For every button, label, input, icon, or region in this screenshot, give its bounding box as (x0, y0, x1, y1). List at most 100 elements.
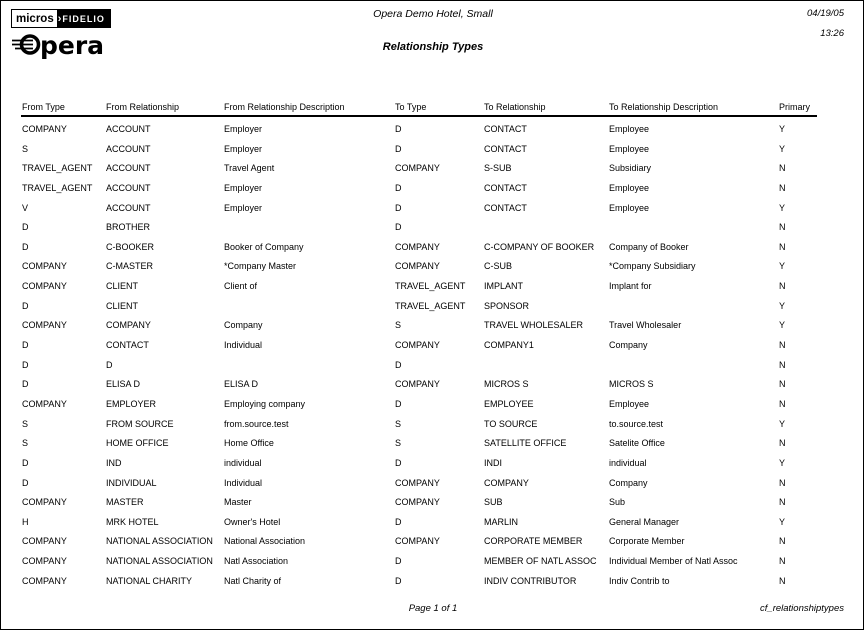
report-time: 13:26 (820, 28, 844, 39)
cell-from-relationship-description: Travel Agent (224, 163, 275, 174)
cell-to-relationship: MARLIN (484, 516, 519, 527)
cell-to-relationship-description: Sub (609, 497, 626, 508)
cell-to-relationship: TO SOURCE (484, 418, 538, 429)
table-header-row: From Type From Relationship From Relatio… (1, 97, 863, 117)
table-row: S ACCOUNT Employer D CONTACT Employee Y (1, 140, 863, 160)
table-row: D IND individual D INDI individual Y (1, 454, 863, 474)
cell-to-relationship-description: individual (609, 457, 647, 468)
cell-from-relationship: FROM SOURCE (106, 418, 174, 429)
cell-from-relationship: ACCOUNT (106, 143, 151, 154)
cell-to-relationship: CORPORATE MEMBER (484, 536, 583, 547)
cell-to-type: COMPANY (395, 261, 440, 272)
table-row: S HOME OFFICE Home Office S SATELLITE OF… (1, 434, 863, 454)
cell-to-relationship: IMPLANT (484, 281, 524, 292)
cell-from-relationship: CONTACT (106, 340, 149, 351)
cell-to-type: D (395, 398, 402, 409)
table-body: COMPANY ACCOUNT Employer D CONTACT Emplo… (1, 120, 863, 591)
cell-to-relationship-description: MICROS S (609, 379, 654, 390)
cell-primary: Y (779, 261, 786, 272)
cell-from-relationship: ELISA D (106, 379, 141, 390)
table-row: D C-BOOKER Booker of Company COMPANY C-C… (1, 238, 863, 258)
table-row: V ACCOUNT Employer D CONTACT Employee Y (1, 199, 863, 219)
cell-primary: N (779, 222, 786, 233)
cell-to-type: COMPANY (395, 497, 440, 508)
logo-arrow-icon: › (56, 10, 62, 27)
opera-logo-icon: pera (12, 31, 104, 60)
table-row: TRAVEL_AGENT ACCOUNT Travel Agent COMPAN… (1, 159, 863, 179)
cell-to-type: S (395, 418, 402, 429)
cell-to-relationship: COMPANY (484, 477, 529, 488)
cell-primary: N (779, 477, 786, 488)
cell-primary: Y (779, 457, 786, 468)
cell-from-relationship-description: Individual (224, 340, 263, 351)
cell-from-relationship: ACCOUNT (106, 202, 151, 213)
table-row: D D D N (1, 356, 863, 376)
cell-to-relationship: CONTACT (484, 124, 527, 134)
cell-to-relationship-description: Company (609, 340, 648, 351)
cell-from-relationship: ACCOUNT (106, 124, 151, 134)
cell-to-relationship-description: Indiv Contrib to (609, 575, 670, 586)
cell-to-relationship: CONTACT (484, 202, 527, 213)
cell-from-relationship-description: ELISA D (224, 379, 259, 390)
cell-to-type: COMPANY (395, 536, 440, 547)
cell-from-relationship-description: Master (224, 497, 252, 508)
cell-to-type: COMPANY (395, 163, 440, 174)
cell-to-type: D (395, 457, 402, 468)
cell-from-type: D (22, 379, 29, 390)
cell-from-type: COMPANY (22, 536, 67, 547)
cell-from-relationship-description: Booker of Company (224, 241, 304, 252)
cell-to-relationship-description: Company (609, 477, 648, 488)
cell-to-relationship-description: Employee (609, 182, 650, 193)
cell-to-relationship-description: Corporate Member (609, 536, 685, 547)
cell-to-type: COMPANY (395, 379, 440, 390)
cell-primary: N (779, 359, 786, 370)
fidelio-logo-text: FIDELIO (61, 10, 110, 27)
column-header-primary: Primary (779, 102, 810, 112)
cell-from-relationship: INDIVIDUAL (106, 477, 157, 488)
cell-to-relationship-description: Employee (609, 124, 650, 134)
column-header-to-relationship: To Relationship (484, 102, 546, 112)
cell-from-relationship-description: Client of (224, 281, 258, 292)
cell-from-type: TRAVEL_AGENT (22, 182, 93, 193)
cell-primary: N (779, 438, 786, 449)
cell-primary: N (779, 163, 786, 174)
cell-from-relationship-description: *Company Master (224, 261, 297, 272)
cell-primary: N (779, 556, 786, 567)
cell-to-relationship: MICROS S (484, 379, 529, 390)
cell-to-relationship: INDIV CONTRIBUTOR (484, 575, 577, 586)
table-row: D CONTACT Individual COMPANY COMPANY1 Co… (1, 336, 863, 356)
cell-from-relationship: ACCOUNT (106, 163, 151, 174)
cell-to-relationship-description: Employee (609, 398, 650, 409)
column-header-from-relationship-description: From Relationship Description (224, 102, 345, 112)
cell-from-type: H (22, 516, 29, 527)
cell-to-type: D (395, 182, 402, 193)
cell-from-type: COMPANY (22, 261, 67, 272)
cell-to-relationship: CONTACT (484, 182, 527, 193)
cell-primary: N (779, 281, 786, 292)
cell-to-type: COMPANY (395, 477, 440, 488)
cell-from-type: D (22, 222, 29, 233)
page-number: Page 1 of 1 (408, 603, 458, 614)
cell-to-relationship-description: Company of Booker (609, 241, 689, 252)
cell-to-type: D (395, 516, 402, 527)
cell-primary: N (779, 182, 786, 193)
cell-to-relationship-description: General Manager (609, 516, 680, 527)
cell-to-type: D (395, 222, 402, 233)
cell-primary: N (779, 575, 786, 586)
cell-from-type: D (22, 340, 29, 351)
cell-from-relationship-description: Natl Charity of (224, 575, 282, 586)
cell-from-type: D (22, 241, 29, 252)
cell-to-type: D (395, 124, 402, 134)
cell-to-relationship-description: Implant for (609, 281, 652, 292)
cell-primary: N (779, 340, 786, 351)
table-row: D BROTHER D N (1, 218, 863, 238)
cell-from-relationship-description: Company (224, 320, 263, 331)
cell-from-type: D (22, 477, 29, 488)
cell-to-relationship: C-SUB (484, 261, 513, 272)
cell-to-type: D (395, 359, 402, 370)
cell-from-type: COMPANY (22, 497, 67, 508)
cell-from-type: COMPANY (22, 575, 67, 586)
cell-from-relationship-description: Employer (224, 124, 263, 134)
cell-from-type: S (22, 438, 29, 449)
